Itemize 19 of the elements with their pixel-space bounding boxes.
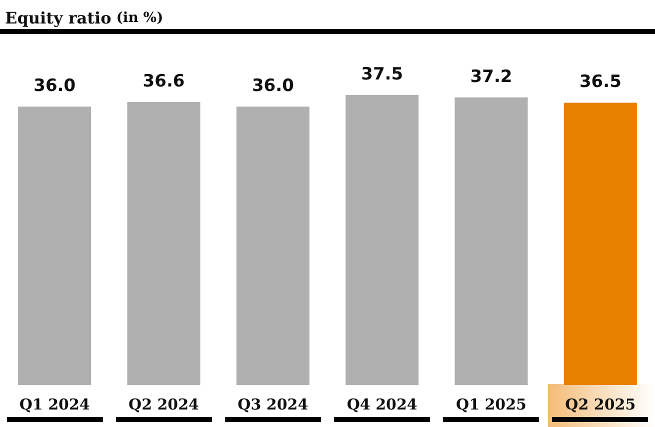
bar bbox=[18, 106, 92, 385]
x-tick-label: Q3 2024 bbox=[238, 396, 308, 414]
bar bbox=[346, 95, 419, 385]
bar bbox=[236, 106, 310, 385]
data-label: 37.2 bbox=[470, 66, 512, 87]
x-tick-label: Q2 2025 bbox=[565, 396, 636, 414]
data-label: 36.6 bbox=[142, 71, 185, 92]
x-tick-label: Q4 2024 bbox=[346, 396, 418, 414]
chart-subtitle: (in %) bbox=[116, 10, 164, 26]
x-tick-label: Q2 2024 bbox=[128, 396, 199, 414]
data-label: 37.5 bbox=[361, 64, 404, 84]
chart-title: Equity ratio bbox=[5, 8, 112, 28]
bar bbox=[127, 102, 200, 385]
data-label: 36.0 bbox=[34, 76, 76, 96]
x-tick-label: Q1 2025 bbox=[456, 396, 526, 414]
bar bbox=[454, 97, 528, 385]
x-tick-label: Q1 2024 bbox=[19, 396, 90, 414]
data-label: 36.5 bbox=[579, 72, 622, 92]
data-label: 36.0 bbox=[252, 76, 294, 96]
